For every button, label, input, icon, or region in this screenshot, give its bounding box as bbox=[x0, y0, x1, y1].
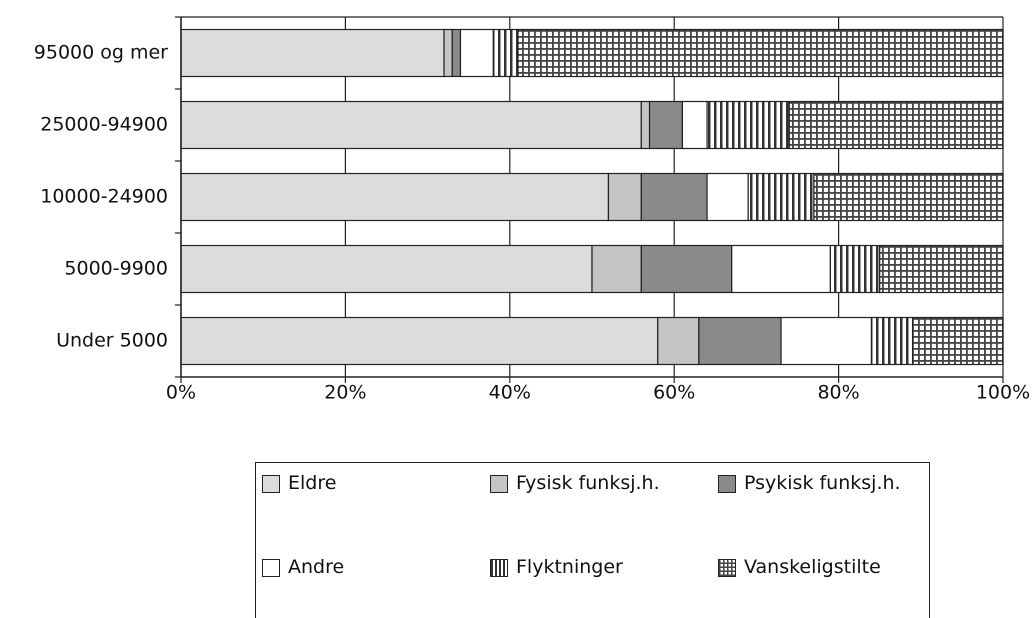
legend-item: Psykisk funksj.h. bbox=[718, 471, 928, 555]
legend-label: Andre bbox=[288, 556, 345, 578]
bar-segment bbox=[180, 244, 593, 294]
legend-swatch bbox=[262, 475, 280, 493]
y-tick-label: 10000-24900 bbox=[40, 186, 168, 208]
bar-segment bbox=[180, 316, 659, 366]
legend-swatch bbox=[490, 475, 508, 493]
y-tick-label: 25000-94900 bbox=[40, 114, 168, 136]
legend-label: Flyktninger bbox=[516, 556, 623, 578]
legend-label: Vanskeligstilte bbox=[744, 556, 881, 578]
bar-segment bbox=[747, 172, 815, 222]
bar-segment bbox=[681, 100, 708, 150]
bar-segment bbox=[829, 244, 881, 294]
bar-segment bbox=[813, 172, 1004, 222]
legend-label: Fysisk funksj.h. bbox=[516, 472, 660, 494]
bar-segment bbox=[492, 28, 519, 78]
bar-segment bbox=[180, 28, 445, 78]
bar-segment bbox=[879, 244, 1004, 294]
bar-segment bbox=[451, 28, 462, 78]
bar-segment bbox=[870, 316, 914, 366]
bar-segment bbox=[706, 172, 749, 222]
bar-segment bbox=[459, 28, 494, 78]
bar-segment bbox=[648, 100, 684, 150]
y-tick-label: Under 5000 bbox=[56, 330, 168, 352]
x-tick-label: 40% bbox=[489, 382, 531, 404]
bar-segment bbox=[640, 172, 708, 222]
x-tick-label: 60% bbox=[653, 382, 695, 404]
x-tick-label: 20% bbox=[324, 382, 366, 404]
bar-segment bbox=[706, 100, 790, 150]
legend-swatch bbox=[262, 559, 280, 577]
bar-segment bbox=[591, 244, 642, 294]
legend-item: Flyktninger bbox=[490, 555, 718, 618]
bar-segment bbox=[640, 244, 733, 294]
legend-item: Eldre bbox=[262, 471, 490, 555]
x-tick-label: 0% bbox=[166, 382, 196, 404]
y-tick-label: 5000-9900 bbox=[64, 258, 168, 280]
bar-segment bbox=[731, 244, 831, 294]
bar-segment bbox=[517, 28, 1004, 78]
bar-segment bbox=[911, 316, 1004, 366]
bar-segment bbox=[180, 172, 610, 222]
legend-item: Vanskeligstilte bbox=[718, 555, 928, 618]
bar-segment bbox=[607, 172, 642, 222]
y-tick-label: 95000 og mer bbox=[34, 42, 168, 64]
bar-segment bbox=[443, 28, 453, 78]
x-tick-label: 80% bbox=[817, 382, 859, 404]
legend-swatch bbox=[490, 559, 508, 577]
legend-label: Eldre bbox=[288, 472, 337, 494]
legend-item: Andre bbox=[262, 555, 490, 618]
bar-segment bbox=[180, 100, 642, 150]
legend-label: Psykisk funksj.h. bbox=[744, 472, 901, 494]
bar-segment bbox=[657, 316, 700, 366]
bar-segment bbox=[788, 100, 1004, 150]
legend-swatch bbox=[718, 475, 736, 493]
bar-segment bbox=[640, 100, 651, 150]
legend-item: Fysisk funksj.h. bbox=[490, 471, 718, 555]
x-tick-label: 100% bbox=[976, 382, 1030, 404]
bar-segment bbox=[698, 316, 782, 366]
bar-segment bbox=[780, 316, 873, 366]
legend: Eldre Fysisk funksj.h. Psykisk funksj.h. An… bbox=[255, 462, 930, 618]
legend-swatch bbox=[718, 559, 736, 577]
